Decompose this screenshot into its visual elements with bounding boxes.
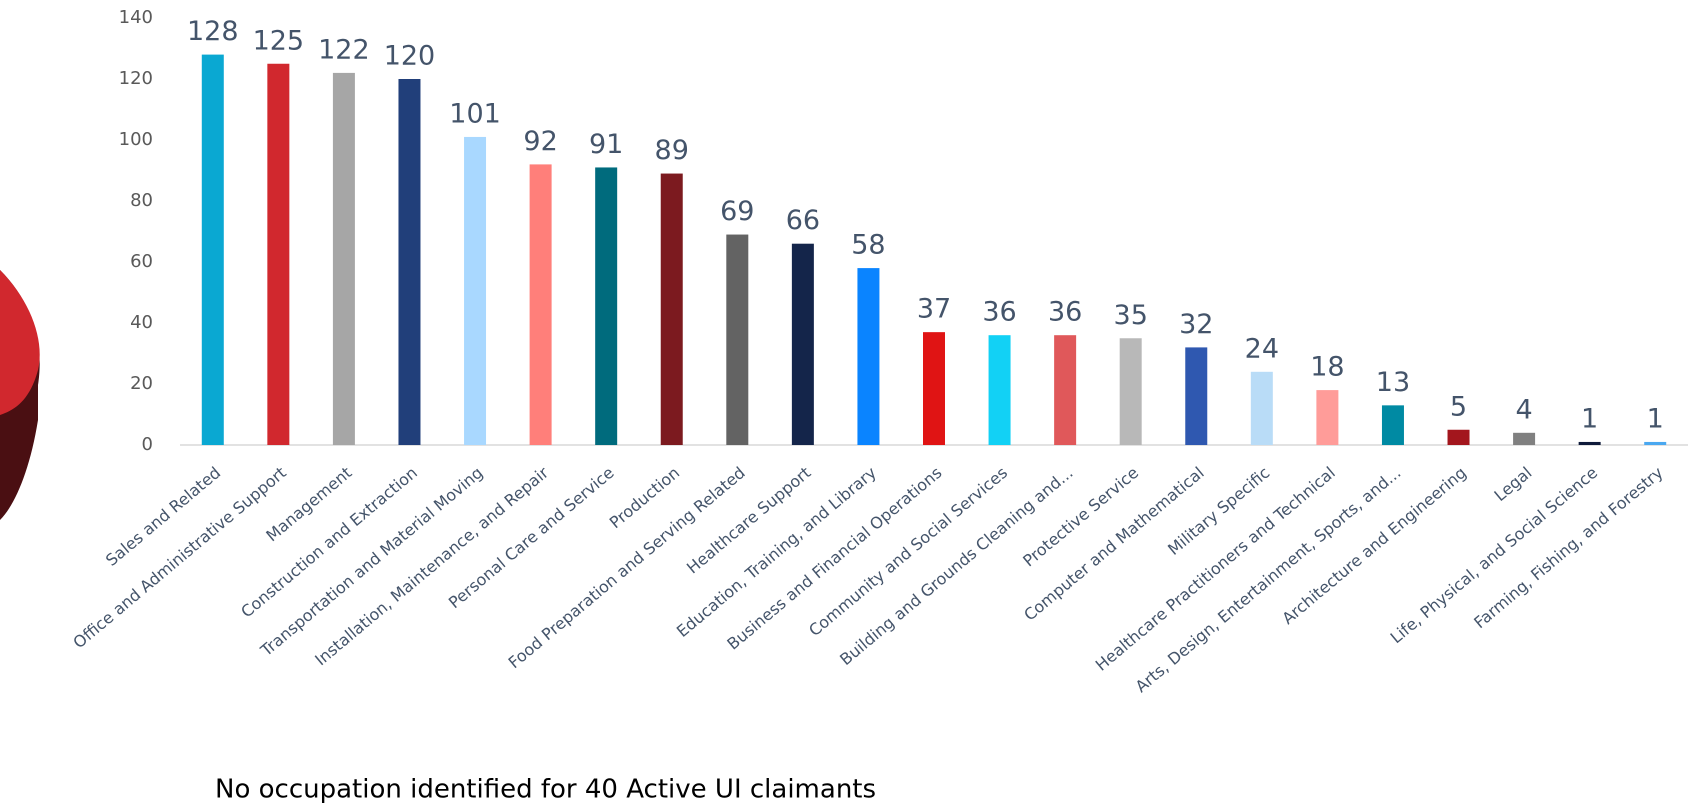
value-label: 13 xyxy=(1376,367,1410,398)
value-label: 24 xyxy=(1245,333,1279,364)
value-label: 1 xyxy=(1647,403,1664,434)
x-tick-label: Legal xyxy=(1490,463,1535,505)
bar xyxy=(726,234,749,445)
value-label: 128 xyxy=(187,16,239,47)
bar xyxy=(1185,347,1208,445)
value-label: 58 xyxy=(851,230,885,261)
bar xyxy=(1316,390,1339,445)
x-tick-label: Healthcare Practitioners and Technical xyxy=(1092,463,1339,675)
bar xyxy=(1644,441,1667,445)
bar xyxy=(1250,371,1273,445)
bar xyxy=(398,79,421,445)
bar xyxy=(1447,429,1470,445)
y-tick-label: 140 xyxy=(119,7,153,28)
y-tick-label: 120 xyxy=(119,68,153,89)
value-label: 89 xyxy=(655,135,689,166)
x-tick-label: Food Preparation and Serving Related xyxy=(505,463,749,672)
y-tick-label: 100 xyxy=(119,129,153,150)
value-label: 120 xyxy=(384,41,436,72)
bar xyxy=(1054,335,1077,445)
bar xyxy=(201,54,224,445)
value-label: 18 xyxy=(1310,352,1344,383)
x-tick-label: Installation, Maintenance, and Repair xyxy=(311,463,552,670)
bar xyxy=(464,136,487,445)
x-tick-label: Sales and Related xyxy=(102,463,224,570)
decorative-pie xyxy=(0,270,40,520)
note: No occupation identified for 40 Active U… xyxy=(215,775,876,805)
bar xyxy=(857,268,880,445)
value-label: 37 xyxy=(917,294,951,325)
value-label: 69 xyxy=(720,196,754,227)
value-label: 122 xyxy=(318,34,370,65)
bar xyxy=(791,243,814,445)
bar xyxy=(332,72,355,446)
value-label: 35 xyxy=(1114,300,1148,331)
y-tick-label: 80 xyxy=(130,190,153,211)
bar xyxy=(660,173,683,446)
x-tick-label: Building and Grounds Cleaning and... xyxy=(836,463,1077,669)
value-label: 66 xyxy=(786,205,820,236)
value-label: 91 xyxy=(589,129,623,160)
bar xyxy=(1513,432,1536,445)
value-label: 125 xyxy=(253,25,305,56)
y-tick-label: 0 xyxy=(142,434,153,455)
value-label: 92 xyxy=(523,126,557,157)
y-tick-label: 60 xyxy=(130,251,153,272)
value-label: 101 xyxy=(449,98,501,129)
bar xyxy=(923,332,945,445)
bar xyxy=(1381,405,1404,445)
bar xyxy=(1578,441,1601,445)
pie-top xyxy=(0,270,40,415)
value-label: 32 xyxy=(1179,309,1213,340)
bar xyxy=(529,164,552,445)
bar xyxy=(1119,338,1142,445)
bar xyxy=(595,167,618,445)
y-tick-label: 20 xyxy=(130,373,153,394)
value-label: 36 xyxy=(982,297,1016,328)
value-label: 36 xyxy=(1048,297,1082,328)
value-label: 4 xyxy=(1515,394,1532,425)
value-label: 5 xyxy=(1450,391,1467,422)
y-tick-label: 40 xyxy=(130,312,153,333)
bar xyxy=(988,335,1011,445)
bar xyxy=(267,63,290,445)
x-tick-label: Protective Service xyxy=(1019,463,1142,570)
value-label: 1 xyxy=(1581,403,1598,434)
x-tick-label: Healthcare Support xyxy=(683,463,814,578)
